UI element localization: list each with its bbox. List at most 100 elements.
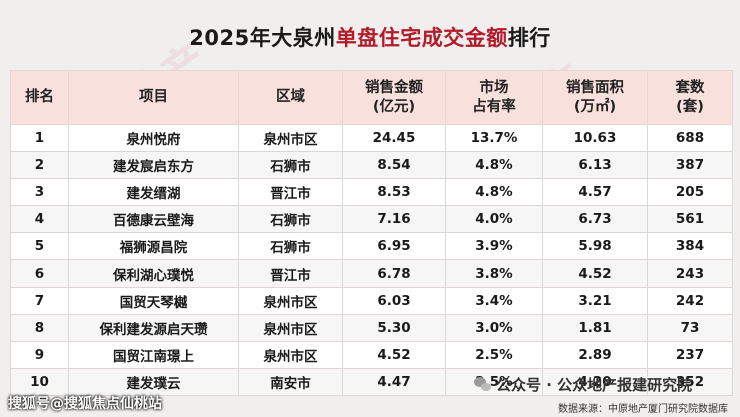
header-size-line2: (万㎡) xyxy=(573,98,617,115)
cell-share: 3.4% xyxy=(445,286,543,315)
cell-amount: 4.47 xyxy=(342,367,446,396)
cell-units: 242 xyxy=(647,286,733,315)
cell-size: 3.21 xyxy=(542,286,648,315)
wechat-account-label: 公众号 · 公众地产报建研究院 xyxy=(474,374,692,395)
cell-rank: 1 xyxy=(10,123,69,153)
cell-rank: 4 xyxy=(10,205,69,234)
cell-size: 4.57 xyxy=(542,178,648,207)
cell-share: 4.0% xyxy=(445,205,543,234)
cell-share: 4.8% xyxy=(445,151,543,180)
cell-amount: 6.95 xyxy=(342,232,446,261)
cell-rank: 5 xyxy=(10,232,69,261)
cell-area: 泉州市区 xyxy=(238,313,343,342)
cell-project: 福狮源昌院 xyxy=(68,232,239,261)
cell-units: 688 xyxy=(647,123,733,153)
cell-area: 泉州市区 xyxy=(238,123,343,153)
cell-share: 13.7% xyxy=(445,123,543,153)
header-units: 套数 (套) xyxy=(647,70,733,125)
table-row: 1 泉州悦府 泉州市区 24.45 13.7% 10.63 688 xyxy=(10,123,733,153)
header-share-line1: 市场 xyxy=(479,79,509,96)
cell-share: 4.8% xyxy=(445,178,543,207)
cell-project: 国贸江南璟上 xyxy=(68,340,239,369)
cell-rank: 9 xyxy=(10,340,69,369)
cell-amount: 5.30 xyxy=(342,313,446,342)
cell-amount: 6.78 xyxy=(342,259,446,288)
platform-watermark: 搜狐号@搜狐焦点仙桃站 xyxy=(8,396,162,412)
cell-size: 2.89 xyxy=(542,340,648,369)
table-row: 6 保利湖心璞悦 晋江市 6.78 3.8% 4.52 243 xyxy=(10,259,733,288)
cell-amount: 7.16 xyxy=(342,205,446,234)
header-units-line2: (套) xyxy=(676,98,704,115)
cell-area: 石狮市 xyxy=(238,151,343,180)
cell-share: 3.9% xyxy=(445,232,543,261)
cell-size: 1.81 xyxy=(542,313,648,342)
cell-rank: 10 xyxy=(10,367,69,396)
title-suffix: 排行 xyxy=(507,26,551,50)
cell-project: 国贸天琴樾 xyxy=(68,286,239,315)
cell-rank: 8 xyxy=(10,313,69,342)
cell-rank: 2 xyxy=(10,151,69,180)
cell-units: 243 xyxy=(647,259,733,288)
cell-size: 5.98 xyxy=(542,232,648,261)
cell-units: 387 xyxy=(647,151,733,180)
cell-area: 泉州市区 xyxy=(238,340,343,369)
cell-amount: 24.45 xyxy=(342,123,446,153)
header-amount: 销售金额 (亿元) xyxy=(342,70,446,125)
cell-project: 建发璞云 xyxy=(68,367,239,396)
ranking-table: 排名 项目 区域 销售金额 (亿元) 市场占有率 销售面积 (万㎡) 套数 (套) 1… xyxy=(10,70,733,396)
cell-share: 2.5% xyxy=(445,340,543,369)
cell-area: 南安市 xyxy=(238,367,343,396)
cell-rank: 6 xyxy=(10,259,69,288)
header-share-line2: 占有率 xyxy=(472,98,516,115)
cell-amount: 6.03 xyxy=(342,286,446,315)
cell-size: 6.73 xyxy=(542,205,648,234)
cell-units: 73 xyxy=(647,313,733,342)
header-rank: 排名 xyxy=(10,70,69,125)
cell-share: 2.5% xyxy=(445,367,543,396)
cell-units: 205 xyxy=(647,178,733,207)
cell-project: 百德康云壁海 xyxy=(68,205,239,234)
cell-size: 6.13 xyxy=(542,151,648,180)
header-project: 项目 xyxy=(68,70,239,125)
cell-area: 石狮市 xyxy=(238,205,343,234)
cell-units: 384 xyxy=(647,232,733,261)
cell-size: 4.52 xyxy=(542,259,648,288)
table-row: 4 百德康云壁海 石狮市 7.16 4.0% 6.73 561 xyxy=(10,205,733,234)
cell-area: 晋江市 xyxy=(238,178,343,207)
cell-share: 3.8% xyxy=(445,259,543,288)
header-amount-line1: 销售金额 xyxy=(365,79,423,96)
wechat-icon xyxy=(474,376,492,393)
table-row: 10 建发璞云 南安市 4.47 2.5% 4.20 352 xyxy=(10,367,733,396)
header-units-line1: 套数 xyxy=(675,79,705,96)
table-row: 7 国贸天琴樾 泉州市区 6.03 3.4% 3.21 242 xyxy=(10,286,733,315)
cell-amount: 8.54 xyxy=(342,151,446,180)
cell-area: 泉州市区 xyxy=(238,286,343,315)
header-amount-line2: (亿元) xyxy=(372,98,416,115)
table-row: 8 保利建发源启天瓒 泉州市区 5.30 3.0% 1.81 73 xyxy=(10,313,733,342)
title-highlight: 单盘住宅成交金额 xyxy=(335,26,508,50)
table-row: 5 福狮源昌院 石狮市 6.95 3.9% 5.98 384 xyxy=(10,232,733,261)
cell-area: 晋江市 xyxy=(238,259,343,288)
header-size-line1: 销售面积 xyxy=(566,79,624,96)
cell-rank: 3 xyxy=(10,178,69,207)
header-area: 区域 xyxy=(238,70,343,125)
cell-project: 建发宸启东方 xyxy=(68,151,239,180)
wechat-account-text: 公众号 · 公众地产报建研究院 xyxy=(496,376,693,394)
cell-project: 泉州悦府 xyxy=(68,123,239,153)
cell-units: 352 xyxy=(647,367,733,396)
header-size: 销售面积 (万㎡) xyxy=(542,70,648,125)
table-row: 3 建发缙湖 晋江市 8.53 4.8% 4.57 205 xyxy=(10,178,733,207)
cell-size: 4.20 xyxy=(542,367,648,396)
cell-share: 3.0% xyxy=(445,313,543,342)
cell-amount: 8.53 xyxy=(342,178,446,207)
table-row: 2 建发宸启东方 石狮市 8.54 4.8% 6.13 387 xyxy=(10,151,733,180)
cell-area: 石狮市 xyxy=(238,232,343,261)
title-prefix: 2025年大泉州 xyxy=(189,26,336,50)
cell-project: 保利建发源启天瓒 xyxy=(68,313,239,342)
data-source-note: 数据来源：中原地产厦门研究院数据库 xyxy=(558,404,728,415)
cell-units: 561 xyxy=(647,205,733,234)
header-share: 市场 占有率 xyxy=(445,70,543,125)
cell-project: 保利湖心璞悦 xyxy=(68,259,239,288)
page-title: 2025年大泉州单盘住宅成交金额排行 xyxy=(0,22,740,52)
